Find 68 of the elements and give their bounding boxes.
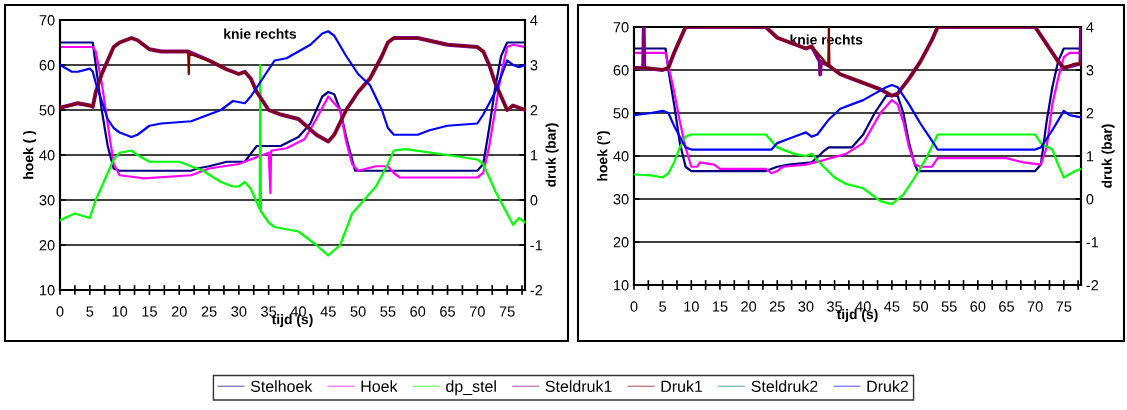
- y2-tick-label: -1: [1086, 237, 1099, 248]
- legend-label: Stelhoek: [250, 380, 313, 393]
- y-axis-title: hoek (°): [597, 131, 611, 181]
- x-tick-label: 70: [469, 306, 485, 317]
- y2-tick-label: 3: [1086, 65, 1094, 76]
- y-tick-label: 20: [613, 237, 629, 248]
- x-tick-label: 75: [499, 306, 515, 317]
- x-tick-label: 50: [913, 301, 929, 312]
- x-tick-label: 30: [798, 301, 814, 312]
- legend-label: Druk2: [867, 380, 908, 393]
- y2-tick-label: 4: [1086, 22, 1094, 33]
- y2-tick-label: 1: [1086, 151, 1094, 162]
- x-tick-label: 0: [56, 306, 64, 317]
- y-tick-label: 30: [39, 195, 55, 206]
- x-tick-label: 20: [741, 301, 757, 312]
- y-tick-label: 20: [39, 240, 55, 251]
- x-tick-label: 70: [1027, 301, 1043, 312]
- x-tick-label: 10: [112, 306, 128, 317]
- y2-tick-label: 4: [530, 15, 538, 26]
- y-tick-label: 10: [40, 285, 55, 296]
- x-tick-label: 10: [684, 301, 699, 312]
- x-tick-label: 20: [171, 306, 187, 317]
- y2-tick-label: 0: [1086, 194, 1094, 205]
- y2-tick-label: -2: [530, 285, 543, 296]
- x-tick-label: 30: [231, 306, 247, 317]
- x-tick-label: 65: [440, 306, 455, 317]
- x-tick-label: 25: [769, 301, 785, 312]
- y-axis-title: hoek ( ): [23, 131, 37, 179]
- y-tick-label: 40: [613, 151, 629, 162]
- x-tick-label: 15: [712, 301, 728, 312]
- x-tick-label: 65: [999, 301, 1014, 312]
- x-tick-label: 15: [142, 306, 157, 317]
- x-tick-label: 60: [970, 301, 986, 312]
- y2-tick-label: 0: [530, 195, 538, 206]
- x-tick-label: 45: [320, 306, 336, 317]
- y-tick-label: 60: [39, 60, 55, 71]
- legend-label: dp_stel: [446, 380, 496, 396]
- y2-axis-title: druk (bar): [1101, 124, 1115, 188]
- y-tick-label: 70: [613, 22, 629, 33]
- y-tick-label: 70: [39, 15, 55, 26]
- x-tick-label: 55: [941, 301, 957, 312]
- y2-tick-label: 2: [530, 105, 538, 116]
- legend-label: Hoek: [361, 380, 398, 393]
- y-tick-label: 50: [39, 105, 55, 116]
- x-tick-label: 55: [380, 306, 396, 317]
- x-tick-label: 5: [86, 306, 94, 317]
- y2-tick-label: -1: [530, 240, 543, 251]
- y-tick-label: 30: [613, 194, 629, 205]
- y2-tick-label: 2: [1086, 108, 1094, 119]
- chart-title: knie rechts: [224, 28, 297, 39]
- y-tick-label: 10: [614, 280, 629, 291]
- y2-tick-label: -2: [1086, 280, 1099, 291]
- x-tick-label: 60: [410, 306, 426, 317]
- y2-tick-label: 1: [530, 150, 538, 161]
- y2-tick-label: 3: [530, 60, 538, 71]
- x-tick-label: 0: [630, 301, 638, 312]
- x-tick-label: 75: [1056, 301, 1072, 312]
- legend-label: Steldruk1: [545, 380, 612, 393]
- y2-axis-title: druk (bar): [545, 123, 559, 187]
- y-tick-label: 60: [613, 65, 629, 76]
- x-tick-label: 45: [884, 301, 900, 312]
- y-tick-label: 40: [39, 150, 55, 161]
- y-tick-label: 50: [613, 108, 629, 119]
- x-tick-label: 50: [350, 306, 366, 317]
- x-tick-label: 25: [201, 306, 217, 317]
- x-tick-label: 5: [659, 301, 667, 312]
- legend-label: Steldruk2: [751, 380, 818, 393]
- legend-label: Druk1: [661, 380, 703, 393]
